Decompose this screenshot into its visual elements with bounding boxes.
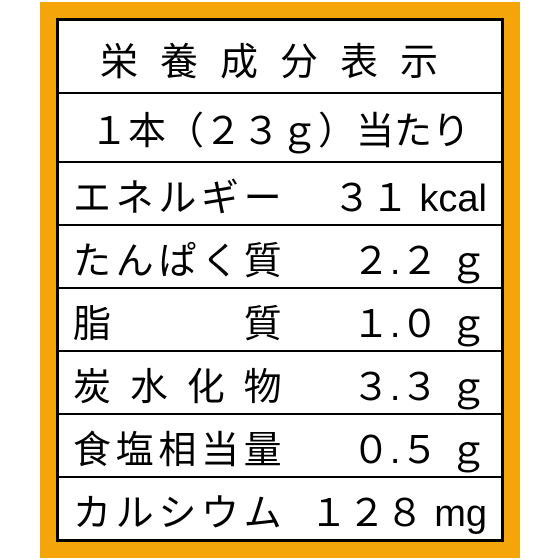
- table-row: たんぱく質２.２ ｇ: [58, 225, 503, 288]
- nutrition-table: 栄養成分表示 １本（２３ｇ）当たり エネルギー３１ kcalたんぱく質２.２ ｇ…: [56, 18, 504, 542]
- nutrient-label: 炭水化物: [58, 351, 296, 414]
- table-row: 炭水化物３.３ ｇ: [58, 351, 503, 414]
- nutrient-value: ２.２ ｇ: [296, 225, 503, 288]
- table-row: 脂質１.０ ｇ: [58, 288, 503, 351]
- nutrient-label: 食塩相当量: [58, 414, 296, 477]
- nutrient-value: ３.３ ｇ: [296, 351, 503, 414]
- serving-row: １本（２３ｇ）当たり: [58, 93, 503, 162]
- nutrient-value: ０.５ ｇ: [296, 414, 503, 477]
- serving-text: １本（２３ｇ）当たり: [58, 93, 503, 162]
- nutrient-value: １.０ ｇ: [296, 288, 503, 351]
- nutrient-value: １２８ mg: [296, 477, 503, 541]
- table-row: 食塩相当量０.５ ｇ: [58, 414, 503, 477]
- nutrient-value: ３１ kcal: [296, 162, 503, 225]
- nutrition-panel: 栄養成分表示 １本（２３ｇ）当たり エネルギー３１ kcalたんぱく質２.２ ｇ…: [40, 2, 520, 558]
- nutrient-label: 脂質: [58, 288, 296, 351]
- nutrient-label: エネルギー: [58, 162, 296, 225]
- table-row: カルシウム１２８ mg: [58, 477, 503, 541]
- title-row: 栄養成分表示: [58, 20, 503, 94]
- nutrient-label: たんぱく質: [58, 225, 296, 288]
- table-row: エネルギー３１ kcal: [58, 162, 503, 225]
- nutrient-label: カルシウム: [58, 477, 296, 541]
- nutrition-title: 栄養成分表示: [58, 20, 503, 94]
